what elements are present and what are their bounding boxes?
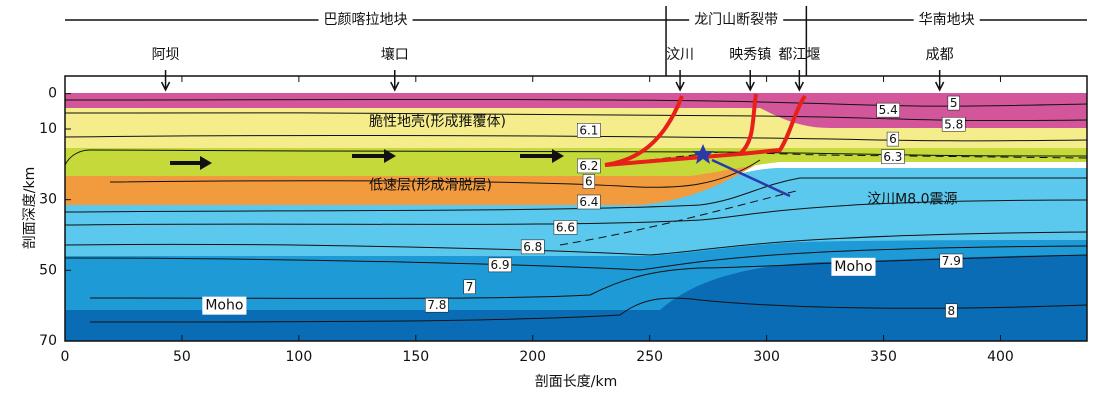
- y-tick-label: 30: [39, 192, 57, 208]
- location-arrow: [676, 70, 684, 90]
- x-axis-label: 剖面长度/km: [535, 374, 617, 390]
- x-tick-label: 50: [173, 349, 191, 365]
- x-tick-label: 250: [636, 349, 663, 365]
- region-label: 龙门山断裂带: [694, 12, 778, 28]
- y-tick-label: 50: [39, 262, 57, 278]
- y-tick-label: 0: [48, 86, 57, 102]
- location-arrow: [936, 70, 944, 90]
- location-label: 成都: [926, 47, 954, 63]
- contour-label: 6.3: [883, 150, 902, 164]
- contour-label: 6: [889, 132, 897, 146]
- y-tick-label: 10: [39, 121, 57, 137]
- contour-label: 6.8: [523, 240, 542, 254]
- location-label: 汶川: [666, 46, 694, 63]
- location-label: 壤口: [381, 46, 409, 63]
- contour-label: 7: [466, 280, 474, 294]
- contour-label: 6.4: [579, 195, 598, 209]
- contour-label: 5.8: [944, 117, 963, 131]
- location-arrow: [162, 70, 170, 90]
- y-tick-label: 70: [39, 333, 57, 349]
- location-label: 都江堰: [778, 47, 820, 63]
- contour-label: 6.9: [490, 258, 509, 272]
- x-tick-label: 300: [753, 349, 780, 365]
- location-label: 阿坝: [152, 47, 180, 63]
- x-tick-label: 150: [402, 349, 429, 365]
- contour-label: 6.2: [579, 159, 598, 173]
- contour-label: 7.8: [427, 298, 446, 312]
- annotation: 脆性地壳(形成推覆体): [369, 113, 506, 130]
- location-arrow: [746, 70, 754, 90]
- x-tick-label: 200: [519, 349, 546, 365]
- annotation: Moho: [834, 259, 872, 275]
- contour-label: 7.9: [942, 254, 961, 268]
- contour-label: 6.6: [556, 220, 575, 234]
- contour-label: 6.1: [579, 123, 598, 137]
- x-tick-label: 400: [987, 349, 1014, 365]
- x-tick-label: 0: [61, 349, 70, 365]
- location-arrow: [795, 70, 803, 90]
- region-label: 华南地块: [919, 12, 975, 28]
- location-arrow: [391, 70, 399, 90]
- annotation: 汶川M8.0震源: [867, 191, 957, 208]
- contour-label: 6: [585, 175, 593, 189]
- region-label: 巴颜喀拉地块: [324, 12, 408, 28]
- chart: 剖面深度/km 剖面长度/km 050100150200250300350400…: [0, 0, 1104, 393]
- x-tick-label: 100: [286, 349, 313, 365]
- location-label: 映秀镇: [729, 47, 771, 63]
- y-axis-label: 剖面深度/km: [22, 167, 38, 249]
- contour-label: 5.4: [879, 103, 898, 117]
- annotation: Moho: [205, 298, 243, 314]
- annotation: 低速层(形成滑脱层): [369, 177, 492, 194]
- contour-label: 5: [950, 96, 958, 110]
- contour-label: 8: [948, 304, 956, 318]
- x-tick-label: 350: [870, 349, 897, 365]
